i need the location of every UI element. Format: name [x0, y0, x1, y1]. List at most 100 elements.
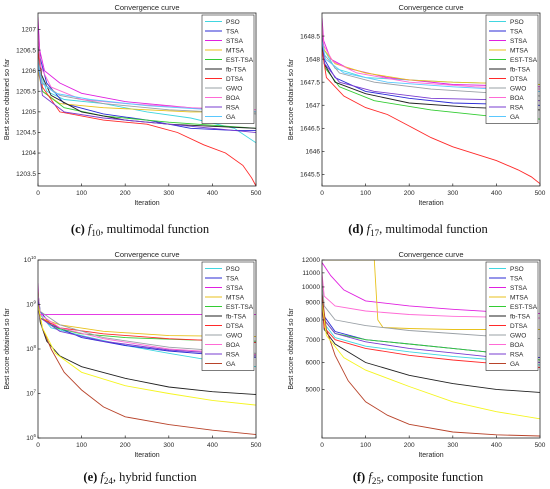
series-line-stsa — [38, 17, 256, 113]
y-tick-label: 1207 — [22, 27, 37, 34]
legend-label: GA — [510, 114, 520, 121]
x-tick-label: 400 — [207, 442, 218, 449]
x-tick-label: 100 — [76, 190, 87, 197]
legend-label: MTSA — [226, 294, 245, 301]
panel-caption: (f) f25, composite function — [353, 470, 484, 486]
legend-label: DTSA — [226, 323, 244, 330]
y-tick-label: 1646 — [306, 149, 321, 156]
series-line-dtsa — [322, 49, 540, 185]
x-tick-label: 400 — [491, 442, 502, 449]
y-tick-label: 1645.5 — [300, 172, 320, 179]
panel-caption: (e) f24, hybrid function — [83, 470, 197, 486]
legend-label: PSO — [226, 266, 240, 273]
legend-label: PSO — [226, 19, 240, 26]
y-axis-label: Best score obtained so far — [288, 308, 295, 390]
legend: PSO TSA STSA MTSA EST-TSA fb-TSA DTSA GWO BOA RSA… — [201, 261, 255, 371]
legend: PSO TSA STSA MTSA EST-TSA fb-TSA DTSA GWO BOA RSA… — [485, 261, 539, 371]
x-tick-label: 500 — [535, 190, 546, 197]
x-tick-label: 500 — [535, 442, 546, 449]
panel-caption: (d) f17, multimodal function — [348, 222, 488, 238]
y-tick-label: 107 — [26, 389, 36, 398]
legend-label: RSA — [510, 351, 524, 358]
x-tick-label: 500 — [251, 190, 262, 197]
x-tick-label: 200 — [404, 442, 415, 449]
y-tick-label: 1205.5 — [16, 88, 36, 95]
legend-label: EST-TSA — [510, 57, 538, 64]
legend-label: RSA — [226, 104, 240, 111]
y-tick-label: 106 — [26, 433, 36, 442]
y-tick-label: 109 — [26, 300, 36, 309]
y-axis-label: Best score obtained so far — [4, 58, 11, 140]
legend-label: BOA — [510, 342, 524, 349]
legend-label: STSA — [226, 38, 244, 45]
y-tick-label: 12000 — [302, 257, 320, 264]
x-tick-label: 300 — [163, 442, 174, 449]
chart-panel-0: 0 100 200 300 400 500 1203.5 1204 1204.5 1205 1205… — [4, 3, 262, 238]
series-line-unlabeled-11 — [322, 302, 540, 420]
legend-label: PSO — [510, 19, 524, 26]
legend: PSO TSA STSA MTSA EST-TSA fb-TSA DTSA GWO BOA RSA… — [201, 14, 255, 124]
chart-title: Convergence curve — [114, 250, 179, 259]
y-tick-label: 1204.5 — [16, 130, 36, 137]
y-axis-label: Best score obtained so far — [288, 58, 295, 140]
legend-label: BOA — [226, 342, 240, 349]
series-line-boa — [322, 272, 540, 319]
x-tick-label: 0 — [320, 190, 324, 197]
legend-label: STSA — [226, 285, 244, 292]
legend-label: GA — [510, 361, 520, 368]
axes-box — [37, 12, 257, 187]
legend-label: fb-TSA — [226, 66, 247, 73]
legend-label: GWO — [226, 332, 242, 339]
y-tick-label: 1206.5 — [16, 47, 36, 54]
legend-label: DTSA — [510, 323, 528, 330]
legend-label: GWO — [226, 85, 242, 92]
legend-label: MTSA — [510, 47, 529, 54]
x-tick-label: 100 — [360, 190, 371, 197]
chart-title: Convergence curve — [398, 250, 463, 259]
y-tick-label: 1648 — [306, 56, 321, 63]
y-tick-label: 1206 — [22, 68, 37, 75]
y-tick-label: 6000 — [306, 360, 321, 367]
legend-label: fb-TSA — [226, 313, 247, 320]
legend-label: GWO — [510, 332, 526, 339]
legend-label: DTSA — [226, 76, 244, 83]
axes-box — [321, 259, 541, 439]
x-tick-label: 100 — [360, 442, 371, 449]
legend: PSO TSA STSA MTSA EST-TSA fb-TSA DTSA GWO BOA RSA… — [485, 14, 539, 124]
y-tick-label: 9000 — [306, 300, 321, 307]
series-group — [38, 17, 256, 186]
x-tick-label: 0 — [320, 442, 324, 449]
x-tick-label: 500 — [251, 442, 262, 449]
y-tick-label: 1647.5 — [300, 79, 320, 86]
y-tick-label: 1203.5 — [16, 171, 36, 178]
x-axis-label: Iteration — [134, 200, 159, 207]
legend-label: EST-TSA — [510, 304, 538, 311]
legend-label: BOA — [510, 95, 524, 102]
y-tick-label: 1648.5 — [300, 33, 320, 40]
legend-label: EST-TSA — [226, 304, 254, 311]
y-tick-label: 1204 — [22, 150, 37, 157]
x-tick-label: 200 — [404, 190, 415, 197]
panel-caption: (c) f10, multimodal function — [71, 222, 210, 238]
legend-label: TSA — [510, 275, 523, 282]
legend-label: DTSA — [510, 76, 528, 83]
legend-label: STSA — [510, 285, 528, 292]
y-tick-label: 11000 — [302, 270, 320, 277]
y-tick-label: 1646.5 — [300, 126, 320, 133]
series-line-boa — [322, 22, 540, 90]
legend-label: fb-TSA — [510, 66, 531, 73]
x-tick-label: 300 — [447, 442, 458, 449]
x-tick-label: 400 — [207, 190, 218, 197]
y-tick-label: 5000 — [306, 387, 321, 394]
axes-box — [321, 12, 541, 187]
x-tick-label: 300 — [163, 190, 174, 197]
legend-label: MTSA — [510, 294, 529, 301]
series-line-ga — [322, 294, 540, 437]
y-tick-label: 10000 — [302, 284, 320, 291]
charts-root: 0 100 200 300 400 500 1203.5 1204 1204.5 1205 1205… — [4, 3, 546, 486]
legend-label: GA — [226, 114, 236, 121]
series-line-rsa — [38, 62, 256, 133]
x-tick-label: 200 — [120, 190, 131, 197]
legend-label: RSA — [510, 104, 524, 111]
legend-label: TSA — [510, 28, 523, 35]
